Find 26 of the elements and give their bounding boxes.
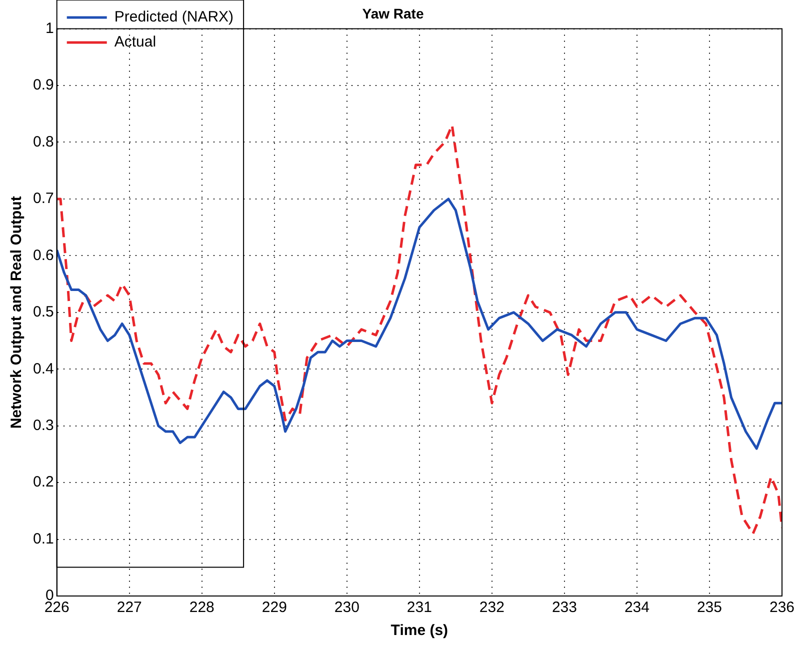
legend-label: Actual <box>114 34 156 51</box>
y-tick-label: 0.9 <box>32 76 54 94</box>
y-axis-title: Network Output and Real Output <box>8 196 26 429</box>
chart-title: Yaw Rate <box>362 5 424 22</box>
y-tick-label: 0.8 <box>32 133 54 150</box>
y-tick-label: 0.6 <box>32 246 54 264</box>
y-tick-label: 1 <box>46 20 54 37</box>
x-axis-title: Time (s) <box>390 622 448 640</box>
y-tick-label: 0.7 <box>32 190 54 208</box>
x-tick-label: 229 <box>262 599 287 616</box>
x-tick-label: 228 <box>189 599 214 616</box>
x-tick-label: 232 <box>479 599 504 616</box>
x-tick-label: 235 <box>696 599 722 616</box>
y-tick-label: 0.3 <box>32 416 54 434</box>
line-series <box>56 124 782 535</box>
y-tick-label: 0.5 <box>32 304 54 321</box>
y-tick-label: 0.4 <box>32 360 54 378</box>
y-tick-label: 0.2 <box>32 474 54 491</box>
x-tick-label: 227 <box>116 599 142 616</box>
x-tick-label: 230 <box>334 599 360 616</box>
x-tick-label: 234 <box>624 599 650 616</box>
legend-label: Predicted (NARX) <box>114 8 234 26</box>
x-tick-label: 233 <box>552 599 577 616</box>
x-tick-label: 231 <box>406 599 432 616</box>
x-tick-label: 236 <box>769 599 795 616</box>
y-tick-label: 0.1 <box>32 530 54 548</box>
